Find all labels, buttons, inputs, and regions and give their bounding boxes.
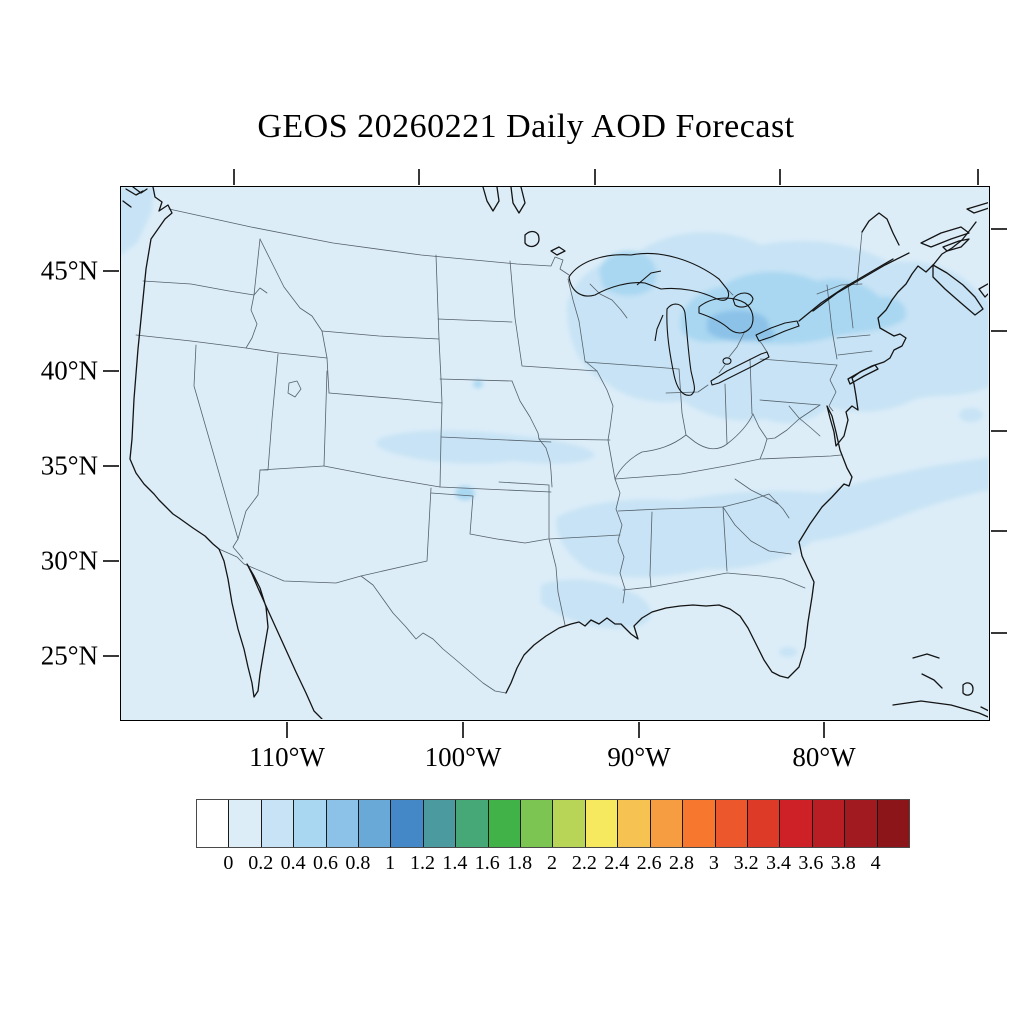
colorbar-tick-labels: 0 0.2 0.4 0.6 0.8 1 1.2 1.4 1.6 1.8 2 2.2 2.4 2.6 2.8 3… bbox=[196, 852, 908, 880]
colorbar-cell bbox=[617, 800, 650, 847]
map-plot-area bbox=[120, 186, 990, 721]
colorbar-tick-label: 0.6 bbox=[312, 852, 338, 874]
colorbar-tick-label: 3.2 bbox=[733, 852, 759, 874]
aod-colorbar bbox=[196, 799, 910, 848]
axis-tick-right bbox=[991, 430, 1007, 432]
colorbar-tick-label: 4 bbox=[870, 852, 881, 874]
colorbar-cell bbox=[487, 800, 521, 847]
axis-tick-left bbox=[103, 270, 119, 272]
great-lakes bbox=[568, 252, 800, 396]
colorbar-tick-label: 1 bbox=[385, 852, 396, 874]
figure-title: GEOS 20260221 Daily AOD Forecast bbox=[0, 108, 1024, 146]
axis-tick-bottom bbox=[823, 722, 825, 738]
axis-tick-left bbox=[103, 560, 119, 562]
colorbar-tick-label: 2 bbox=[547, 852, 557, 874]
axis-tick-left bbox=[103, 655, 119, 657]
axis-tick-right bbox=[991, 228, 1007, 230]
figure-title-text: GEOS 20260221 Daily AOD Forecast bbox=[257, 108, 795, 145]
axis-tick-top bbox=[594, 169, 596, 185]
axis-tick-bottom bbox=[286, 722, 288, 738]
colorbar-cell bbox=[584, 800, 618, 847]
colorbar-cell bbox=[260, 800, 294, 847]
colorbar-cell bbox=[649, 800, 683, 847]
axis-tick-top bbox=[779, 169, 781, 185]
colorbar-tick-label: 0.2 bbox=[248, 852, 274, 874]
colorbar-cell bbox=[876, 800, 909, 847]
colorbar-tick-label: 0.8 bbox=[345, 852, 371, 874]
lon-label-90w: 90°W bbox=[607, 742, 671, 772]
colorbar-tick-label: 3.6 bbox=[798, 852, 824, 874]
colorbar-cell bbox=[390, 800, 423, 847]
colorbar-cell bbox=[714, 800, 747, 847]
colorbar-tick-label: 0 bbox=[223, 852, 234, 874]
axis-tick-right bbox=[991, 530, 1007, 532]
colorbar-tick-label: 2.4 bbox=[604, 852, 630, 874]
lat-label-25n: 25°N bbox=[40, 640, 98, 671]
colorbar-cell bbox=[779, 800, 812, 847]
colorbar-cell bbox=[682, 800, 715, 847]
colorbar-cell bbox=[455, 800, 488, 847]
axis-tick-bottom bbox=[638, 722, 640, 738]
colorbar-tick-label: 1.4 bbox=[442, 852, 468, 874]
colorbar-cell bbox=[325, 800, 359, 847]
colorbar-tick-label: 1.6 bbox=[474, 852, 500, 874]
conus-aod-map bbox=[121, 187, 988, 719]
aod-shading-layer bbox=[121, 187, 988, 657]
colorbar-cell bbox=[293, 800, 326, 847]
axis-tick-left bbox=[103, 465, 119, 467]
colorbar-tick-label: 3.8 bbox=[830, 852, 856, 874]
axis-tick-top bbox=[233, 169, 235, 185]
lat-label-35n: 35°N bbox=[40, 450, 98, 481]
coastlines bbox=[122, 187, 988, 719]
lat-label-30n: 30°N bbox=[40, 545, 98, 576]
colorbar-cell bbox=[197, 800, 229, 847]
axis-tick-right bbox=[991, 330, 1007, 332]
axis-tick-left bbox=[103, 370, 119, 372]
colorbar-tick-label: 3 bbox=[708, 852, 719, 874]
lon-label-80w: 80°W bbox=[792, 742, 856, 772]
colorbar-cell bbox=[520, 800, 553, 847]
axis-tick-bottom bbox=[462, 722, 464, 738]
colorbar-tick-label: 2.2 bbox=[571, 852, 597, 874]
lon-label-110w: 110°W bbox=[249, 742, 325, 772]
colorbar-cell bbox=[746, 800, 780, 847]
lat-label-40n: 40°N bbox=[40, 355, 98, 386]
colorbar-tick-label: 2.6 bbox=[636, 852, 662, 874]
state-borders bbox=[135, 231, 873, 626]
colorbar-tick-label: 3.4 bbox=[766, 852, 792, 874]
axis-tick-top bbox=[418, 169, 420, 185]
lat-label-45n: 45°N bbox=[40, 255, 98, 286]
colorbar-cell bbox=[358, 800, 391, 847]
colorbar-cell bbox=[422, 800, 456, 847]
axis-tick-top bbox=[977, 169, 979, 185]
colorbar-cell bbox=[811, 800, 845, 847]
colorbar-tick-label: 0.4 bbox=[280, 852, 306, 874]
colorbar-cell bbox=[552, 800, 585, 847]
colorbar-tick-label: 1.8 bbox=[507, 852, 533, 874]
axis-tick-right bbox=[991, 632, 1007, 634]
colorbar-cell bbox=[844, 800, 877, 847]
lon-label-100w: 100°W bbox=[424, 742, 502, 772]
colorbar-cell bbox=[228, 800, 261, 847]
colorbar-tick-label: 2.8 bbox=[668, 852, 694, 874]
colorbar-tick-label: 1.2 bbox=[410, 852, 436, 874]
